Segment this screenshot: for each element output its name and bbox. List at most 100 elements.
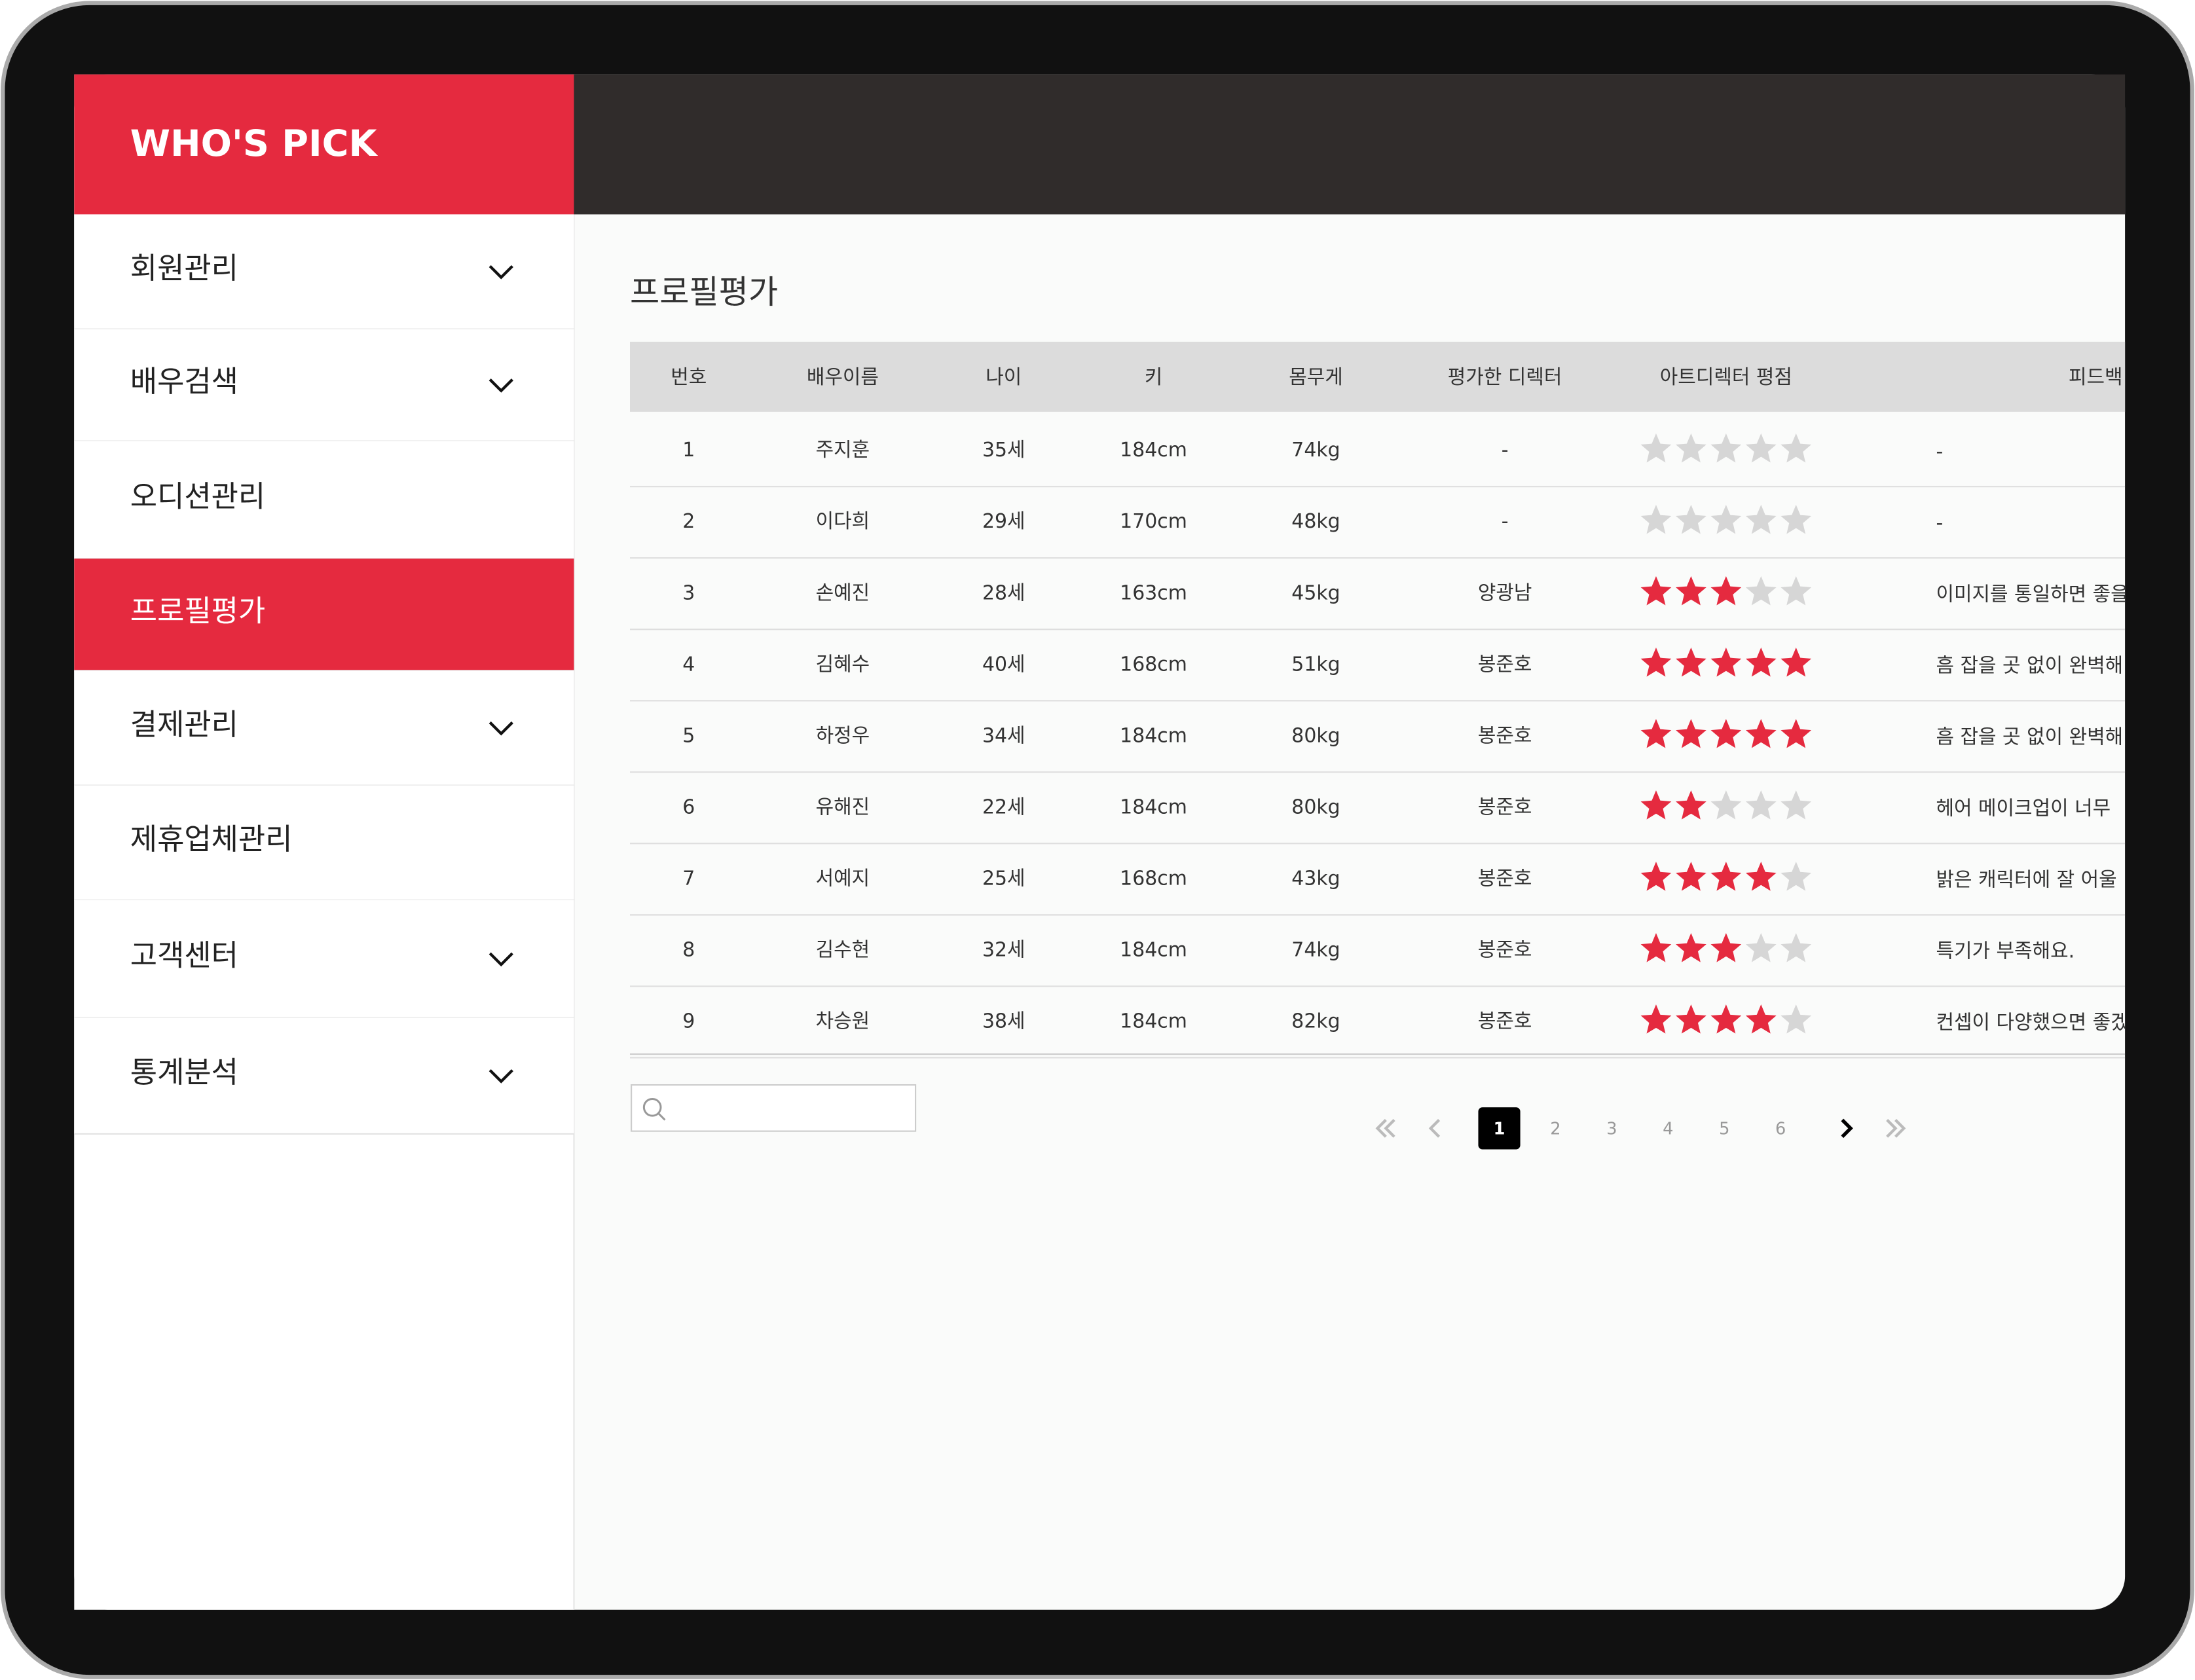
chevron[interactable] (489, 378, 513, 393)
rating-star (1640, 1004, 1672, 1034)
column-header: 아트디렉터 평점 (1660, 366, 1792, 389)
cell: 봉준호 (1478, 1010, 1532, 1032)
cell-feedback: 흠 잡을 곳 없이 완벽해 (1936, 725, 2124, 748)
rating-star (1780, 505, 1812, 534)
column-header: 피드백 (2069, 366, 2123, 389)
cell: 25세 (982, 867, 1025, 890)
menu-label[interactable]: 제휴업체관리 (130, 822, 293, 856)
cell: 1 (682, 439, 695, 462)
cell: 82kg (1291, 1010, 1340, 1032)
rating-star (1745, 433, 1777, 463)
next-page[interactable] (1841, 1118, 1853, 1139)
rating-star (1745, 790, 1777, 820)
rating-star (1676, 719, 1706, 748)
cell: 7 (682, 867, 695, 890)
chevron[interactable] (489, 265, 513, 280)
rating-star (1676, 862, 1706, 891)
page-number[interactable]: 6 (1775, 1120, 1786, 1139)
rating-star (1676, 505, 1706, 534)
rating-star (1780, 433, 1812, 463)
chevron[interactable] (489, 952, 513, 967)
rating-star (1745, 505, 1777, 534)
rating-star (1710, 1004, 1742, 1034)
menu-item[interactable] (74, 214, 574, 329)
cell: 서예지 (816, 867, 870, 890)
cell: 35세 (982, 439, 1025, 462)
menu-item[interactable] (74, 900, 574, 1018)
cell: 74kg (1291, 938, 1340, 961)
screen (74, 74, 2126, 1610)
chevron[interactable] (489, 721, 513, 736)
cell: 6 (682, 795, 695, 818)
page-number[interactable]: 5 (1719, 1120, 1729, 1139)
menu-label[interactable]: 배우검색 (130, 364, 238, 399)
rating-star (1640, 433, 1672, 463)
cell: 34세 (982, 724, 1025, 747)
rating-star (1745, 648, 1777, 677)
rating-star (1640, 505, 1672, 534)
cell: 양광남 (1478, 581, 1532, 604)
rating-star (1640, 933, 1672, 962)
cell: 184cm (1120, 439, 1187, 462)
column-header: 평가한 디렉터 (1448, 366, 1562, 389)
menu-item[interactable] (74, 441, 574, 559)
menu-item[interactable] (74, 1017, 574, 1134)
cell: 봉준호 (1478, 724, 1532, 747)
cell: 9 (682, 1010, 695, 1032)
cell: 28세 (982, 581, 1025, 604)
cell: 김수현 (816, 938, 870, 961)
page-number[interactable]: 1 (1494, 1120, 1505, 1139)
menu-label[interactable]: 프로필평가 (130, 594, 265, 629)
cell: 3 (682, 581, 695, 604)
rating-star (1710, 933, 1742, 962)
menu-label[interactable]: 오디션관리 (130, 479, 265, 513)
rating-star (1676, 933, 1706, 962)
menu-item[interactable] (74, 785, 574, 900)
rating-star (1640, 648, 1672, 677)
rating-star (1676, 648, 1706, 677)
prev-page[interactable] (1428, 1119, 1441, 1138)
column-header: 몸무게 (1289, 366, 1343, 389)
menu-item[interactable] (74, 329, 574, 441)
page-number[interactable]: 4 (1663, 1120, 1673, 1139)
rating-star (1640, 862, 1672, 891)
cell: 184cm (1120, 724, 1187, 747)
column-header: 번호 (671, 366, 707, 389)
cell: 김혜수 (816, 653, 870, 676)
cell: - (1502, 510, 1509, 533)
cell: 2 (682, 510, 695, 533)
menu-label[interactable]: 통계분석 (130, 1055, 238, 1089)
rating-star (1640, 576, 1672, 606)
menu-item-active (74, 558, 574, 671)
rating-star (1780, 719, 1812, 748)
cell: 봉준호 (1478, 795, 1532, 818)
rating-star (1710, 433, 1742, 463)
page-number[interactable]: 3 (1606, 1120, 1617, 1139)
rating-star (1676, 790, 1706, 820)
rating-star (1710, 790, 1742, 820)
first-page[interactable] (1375, 1119, 1395, 1138)
cell: 8 (682, 938, 695, 961)
chevron[interactable] (489, 1069, 513, 1084)
rating-star (1780, 933, 1812, 962)
search-box[interactable] (631, 1084, 917, 1132)
menu-item[interactable] (74, 670, 574, 786)
rating-star (1745, 1004, 1777, 1034)
column-header: 나이 (986, 366, 1022, 389)
menu-label[interactable]: 결제관리 (130, 707, 238, 742)
page-number[interactable]: 2 (1550, 1120, 1560, 1139)
rating-star (1780, 1004, 1812, 1034)
rating-star (1780, 862, 1812, 891)
column-header: 키 (1145, 366, 1163, 389)
cell: 봉준호 (1478, 938, 1532, 961)
cell-feedback: 헤어 메이크업이 너무 (1936, 797, 2111, 820)
logo: WHO'S PICK (130, 122, 378, 165)
rating-star (1780, 648, 1812, 677)
last-page[interactable] (1886, 1119, 1906, 1138)
menu-label[interactable]: 회원관리 (130, 251, 238, 285)
rating-star (1640, 719, 1672, 748)
pagination: 1 2 3 4 5 6 (1375, 1107, 1906, 1150)
cell: 184cm (1120, 795, 1187, 818)
menu-label[interactable]: 고객센터 (130, 938, 238, 973)
